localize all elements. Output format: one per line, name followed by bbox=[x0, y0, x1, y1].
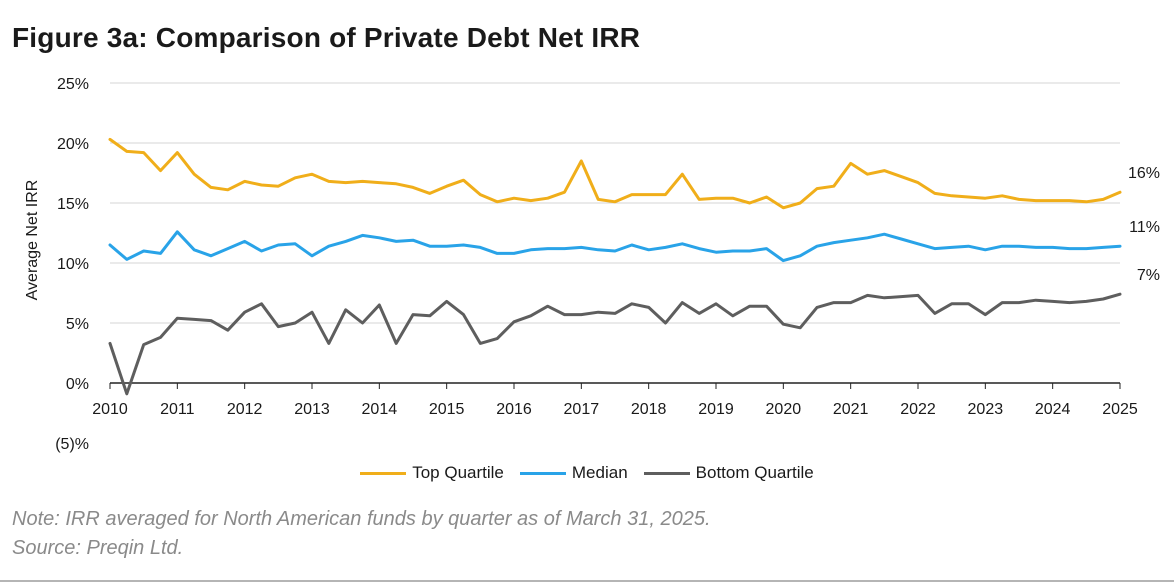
y-tick-label: 20% bbox=[57, 136, 89, 153]
x-tick-label: 2023 bbox=[968, 401, 1004, 418]
x-tick-label: 2014 bbox=[362, 401, 398, 418]
legend-swatch-median bbox=[519, 471, 566, 475]
note-text: Note: IRR averaged for North American fu… bbox=[12, 508, 711, 530]
chart-title: Figure 3a: Comparison of Private Debt Ne… bbox=[12, 22, 641, 53]
legend-item-median: Median bbox=[519, 463, 628, 483]
series-line-top-quartile bbox=[108, 137, 1122, 210]
x-tick-label: 2013 bbox=[294, 401, 330, 418]
x-tick-label: 2022 bbox=[900, 401, 936, 418]
x-tick-label: 2016 bbox=[496, 401, 532, 418]
axes: 25% 20% 15% 10% 5% 0% (5)% 2010 2011 2012 2013 2014… bbox=[55, 76, 1138, 453]
x-tick-label: 2015 bbox=[429, 401, 465, 418]
legend: Top Quartile Median Bottom Quartile bbox=[0, 463, 1174, 483]
series-line-bottom-quartile bbox=[108, 292, 1122, 396]
x-tick-label: 2010 bbox=[92, 401, 128, 418]
y-tick-label: 5% bbox=[66, 316, 89, 333]
y-axis-label: Average Net IRR bbox=[24, 180, 41, 301]
legend-swatch-top-quartile bbox=[360, 471, 407, 475]
y-tick-label: 0% bbox=[66, 376, 89, 393]
legend-label-bottom-quartile: Bottom Quartile bbox=[695, 463, 814, 482]
end-label-top-quartile: 16% bbox=[1128, 165, 1160, 182]
x-tick-label: 2017 bbox=[564, 401, 600, 418]
y-tick-label: 25% bbox=[57, 76, 89, 93]
end-label-bottom-quartile: 7% bbox=[1137, 267, 1160, 284]
x-tick-label: 2020 bbox=[766, 401, 802, 418]
legend-label-median: Median bbox=[571, 463, 628, 482]
source-text: Source: Preqin Ltd. bbox=[12, 537, 184, 559]
legend-label-top-quartile: Top Quartile bbox=[412, 463, 504, 482]
end-labels: 16% 11% 7% bbox=[1128, 165, 1160, 284]
bottom-divider bbox=[0, 580, 1174, 582]
x-tick-label: 2021 bbox=[833, 401, 869, 418]
y-tick-label: 15% bbox=[57, 196, 89, 213]
x-tick-label: 2012 bbox=[227, 401, 263, 418]
y-tick-label: 10% bbox=[57, 256, 89, 273]
x-tick-label: 2025 bbox=[1102, 401, 1138, 418]
legend-swatch-bottom-quartile bbox=[643, 471, 690, 475]
x-tick-label: 2024 bbox=[1035, 401, 1071, 418]
legend-item-top-quartile: Top Quartile bbox=[360, 463, 504, 483]
x-tick-label: 2019 bbox=[698, 401, 734, 418]
y-tick-label: (5)% bbox=[55, 436, 89, 453]
x-tick-label: 2018 bbox=[631, 401, 667, 418]
legend-item-bottom-quartile: Bottom Quartile bbox=[643, 463, 814, 483]
series-lines bbox=[108, 137, 1122, 396]
footnote: Note: IRR averaged for North American fu… bbox=[12, 505, 711, 563]
x-tick-label: 2011 bbox=[160, 401, 195, 418]
series-line-median bbox=[108, 230, 1122, 263]
end-label-median: 11% bbox=[1129, 219, 1160, 236]
